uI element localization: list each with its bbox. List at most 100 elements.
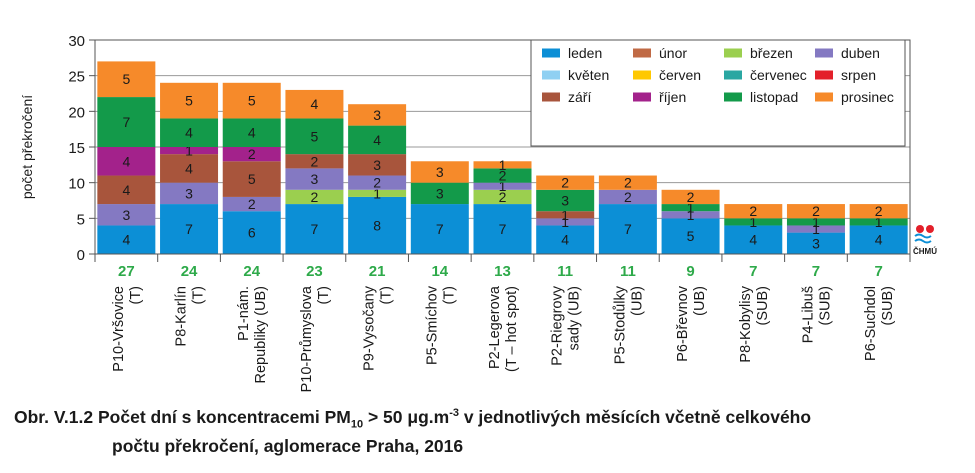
legend-label: červen	[659, 67, 701, 83]
x-category-line: P8-Kobylisy	[738, 285, 754, 362]
bar-value-label: 2	[624, 175, 632, 191]
bar-value-label: 7	[185, 221, 193, 237]
x-category-line: P4-Libuš	[800, 286, 816, 343]
x-category-label: P9-Vysočany (T)	[362, 285, 395, 371]
x-category-line: P9-Vysočany	[362, 285, 378, 371]
x-category-line: P10-Průmyslova	[299, 285, 315, 392]
x-category-line: P2-Riegrovy	[550, 285, 566, 366]
bar-value-label: 2	[499, 168, 507, 184]
bar-segment-prosinec	[661, 189, 720, 205]
bar-value-label: 2	[499, 189, 507, 205]
bar-value-label: 2	[373, 175, 381, 191]
bar-segment-leden	[473, 204, 532, 254]
bar-value-label: 4	[185, 125, 193, 141]
x-category-line: (T)	[441, 286, 457, 305]
legend-swatch-listopad	[724, 92, 742, 102]
total-label: 11	[557, 263, 573, 280]
bar-value-label: 5	[311, 128, 319, 144]
bar-segment-leden	[160, 204, 219, 254]
chart: 4344757341456252457232548123437337212141…	[19, 33, 937, 392]
x-category-label: P4-Libuš (SUB)	[800, 286, 833, 343]
bar-segment-září	[160, 154, 219, 183]
bar-segment-duben	[285, 168, 344, 190]
bar-value-label: 5	[687, 228, 695, 244]
x-category-label: P8-Kobylisy (SUB)	[738, 285, 771, 362]
bar-segment-září	[536, 211, 595, 219]
bar-segment-březen	[285, 189, 344, 205]
bar-segment-duben	[348, 175, 407, 190]
bar-value-label: 5	[248, 171, 256, 187]
bar-segment-prosinec	[348, 104, 407, 126]
legend-swatch-leden	[542, 48, 560, 58]
y-axis-label: počet překročení	[19, 95, 35, 199]
bar-value-label: 7	[499, 221, 507, 237]
bar-segment-duben	[598, 189, 657, 205]
bar-value-label: 1	[373, 185, 381, 201]
x-category-line: (T)	[191, 286, 207, 305]
bar-value-label: 4	[875, 232, 883, 248]
bar-value-label: 1	[499, 178, 507, 194]
bar-segment-prosinec	[97, 61, 156, 98]
bar-segment-duben	[473, 182, 532, 190]
bar-value-label: 2	[311, 153, 319, 169]
bar-segment-leden	[536, 225, 595, 254]
x-category-line: P5-Smíchov	[424, 285, 440, 365]
x-category-line: (UB)	[692, 286, 708, 316]
bar-value-label: 4	[122, 232, 130, 248]
legend-label: březen	[750, 45, 793, 61]
bar-value-label: 4	[373, 132, 381, 148]
total-label: 24	[243, 263, 260, 280]
legend-label: červenec	[750, 67, 807, 83]
legend-label: říjen	[659, 89, 686, 105]
total-label: 24	[181, 263, 198, 280]
x-category-line: (SUB)	[755, 286, 771, 325]
bar-segment-leden	[97, 225, 156, 254]
bar-value-label: 3	[373, 107, 381, 123]
bar-segment-duben	[97, 204, 156, 226]
legend: leden únor březen duben květen červen červenec…	[530, 39, 906, 147]
x-category-label: P6-Suchdol (SUB)	[863, 286, 896, 361]
x-category-line: P1-nám.	[236, 286, 252, 341]
legend-swatch-květen	[542, 70, 560, 80]
bar-segment-prosinec	[786, 204, 845, 219]
bar-value-label: 3	[311, 171, 319, 187]
caption-mid: > 50 μg.m	[363, 406, 450, 427]
legend-swatch-srpen	[815, 70, 833, 80]
bar-segment-listopad	[661, 204, 720, 212]
bar-value-label: 4	[311, 96, 319, 112]
bar-value-label: 1	[687, 200, 695, 216]
bar-segment-prosinec	[222, 82, 281, 119]
bar-segment-leden	[786, 232, 845, 254]
bar-segment-listopad	[536, 189, 595, 212]
y-tick-label: 15	[68, 140, 85, 157]
y-tick-label: 30	[68, 33, 85, 50]
x-category-line: P10-Vršovice	[111, 286, 127, 372]
bar-value-label: 3	[436, 164, 444, 180]
bar-segment-prosinec	[410, 161, 469, 183]
bar-value-label: 2	[311, 189, 319, 205]
total-label: 27	[118, 263, 135, 280]
total-label: 7	[812, 263, 820, 280]
total-label: 23	[306, 263, 323, 280]
logo-wave-2	[914, 238, 932, 244]
x-category-line: sady (UB)	[567, 286, 583, 350]
y-tick-label: 5	[77, 211, 85, 228]
bar-segment-duben	[786, 225, 845, 233]
bar-segment-duben	[160, 182, 219, 205]
bars: 4344757341456252457232548123437337212141…	[97, 61, 908, 254]
x-category-line: (T)	[316, 286, 332, 305]
bar-value-label: 3	[561, 193, 569, 209]
bar-value-label: 1	[499, 157, 507, 173]
x-category-line: P6-Suchdol	[863, 286, 879, 361]
x-category-line: P2-Legerova	[487, 285, 503, 369]
bar-segment-prosinec	[598, 175, 657, 190]
legend-swatch-červen	[633, 70, 651, 80]
logo-dot-left	[916, 225, 924, 233]
bar-value-label: 2	[687, 189, 695, 205]
figure-caption: Obr. V.1.2 Počet dní s koncentracemi PM1…	[14, 402, 964, 457]
caption-line-2: počtu překročení, aglomerace Praha, 2016	[112, 436, 464, 457]
bar-value-label: 7	[122, 114, 130, 130]
bar-segment-říjen	[160, 147, 219, 155]
x-category-label: P5-Stodůlky (UB)	[612, 285, 645, 364]
bar-segment-říjen	[97, 147, 156, 176]
